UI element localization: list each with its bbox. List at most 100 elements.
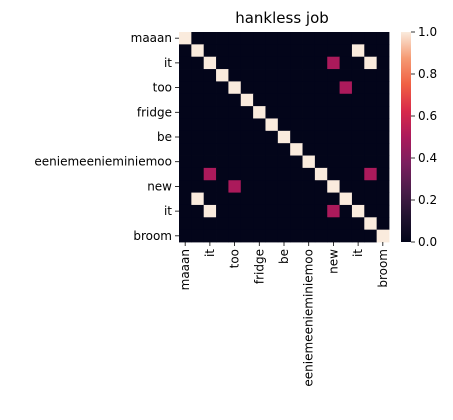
heatmap-cell <box>290 156 303 169</box>
heatmap-cell <box>228 168 241 181</box>
heatmap-cell <box>241 57 254 70</box>
heatmap-cell <box>377 94 390 107</box>
heatmap-cell <box>228 32 241 45</box>
heatmap-cell <box>340 94 353 107</box>
heatmap-cell <box>241 180 254 193</box>
heatmap-cell <box>253 156 266 169</box>
heatmap-cell <box>315 44 328 57</box>
heatmap-cell <box>303 94 316 107</box>
heatmap-cell <box>303 193 316 206</box>
y-tick-label: fridge <box>137 105 172 119</box>
heatmap-cell <box>228 230 241 243</box>
heatmap-cell <box>241 118 254 131</box>
heatmap-cell <box>241 217 254 230</box>
heatmap-cell <box>352 143 365 156</box>
heatmap-cell <box>327 180 340 193</box>
heatmap-cell <box>364 205 377 218</box>
x-tick-label: be <box>277 249 291 264</box>
heatmap-cell <box>340 143 353 156</box>
heatmap-cell <box>216 131 229 144</box>
heatmap-cell <box>228 131 241 144</box>
heatmap-cell <box>253 143 266 156</box>
heatmap-cell <box>179 230 192 243</box>
heatmap-cell <box>228 69 241 82</box>
chart-title: hankless job <box>235 9 329 27</box>
heatmap-cell <box>265 156 278 169</box>
heatmap-cell <box>228 57 241 70</box>
heatmap-cell <box>241 44 254 57</box>
heatmap-cell <box>290 193 303 206</box>
heatmap-cell <box>179 193 192 206</box>
heatmap-cell <box>265 81 278 94</box>
heatmap-cell <box>278 193 291 206</box>
heatmap-cell <box>216 193 229 206</box>
heatmap-cell <box>179 180 192 193</box>
heatmap-cell <box>352 180 365 193</box>
heatmap-cell <box>352 230 365 243</box>
colorbar-ticks: 0.0 0.2 0.4 0.6 0.8 1.0 <box>411 25 437 249</box>
heatmap-cell <box>377 57 390 70</box>
heatmap-cell <box>241 205 254 218</box>
heatmap-cell <box>216 143 229 156</box>
heatmap-cell <box>303 217 316 230</box>
heatmap-cell <box>179 156 192 169</box>
heatmap-cell <box>253 168 266 181</box>
heatmap-cell <box>377 193 390 206</box>
heatmap-cell <box>364 193 377 206</box>
colorbar-tick-label: 0.4 <box>418 151 437 165</box>
heatmap-cell <box>241 94 254 107</box>
heatmap-cell <box>327 217 340 230</box>
heatmap-cell <box>204 205 217 218</box>
heatmap-cell <box>204 131 217 144</box>
heatmap-cell <box>340 57 353 70</box>
heatmap-cell <box>228 156 241 169</box>
heatmap-cell <box>216 118 229 131</box>
heatmap-cell <box>253 57 266 70</box>
heatmap-cell <box>265 131 278 144</box>
heatmap-cell <box>253 205 266 218</box>
heatmap-cell <box>179 57 192 70</box>
heatmap-cell <box>290 57 303 70</box>
heatmap-cell <box>290 230 303 243</box>
heatmap-cell <box>303 180 316 193</box>
heatmap-cell <box>377 69 390 82</box>
heatmap-cell <box>315 118 328 131</box>
heatmap-cell <box>241 156 254 169</box>
colorbar-tick-label: 0.2 <box>418 193 437 207</box>
heatmap-cell <box>241 230 254 243</box>
heatmap-cell <box>204 156 217 169</box>
heatmap-cell <box>327 118 340 131</box>
heatmap-cell <box>265 32 278 45</box>
heatmap-cell <box>315 205 328 218</box>
heatmap-cell <box>315 193 328 206</box>
x-tick-label: new <box>326 249 340 274</box>
heatmap-cell <box>352 69 365 82</box>
heatmap-cell <box>204 94 217 107</box>
heatmap-cell <box>265 180 278 193</box>
heatmap-cell <box>315 69 328 82</box>
heatmap-cell <box>278 131 291 144</box>
heatmap-cell <box>352 205 365 218</box>
heatmap-cell <box>228 193 241 206</box>
heatmap-cell <box>278 180 291 193</box>
heatmap-cell <box>340 118 353 131</box>
heatmap-cell <box>265 230 278 243</box>
heatmap-cell <box>303 205 316 218</box>
heatmap-cell <box>253 193 266 206</box>
heatmap-cell <box>204 193 217 206</box>
heatmap-cell <box>278 106 291 119</box>
heatmap-cell <box>216 106 229 119</box>
heatmap-cell <box>228 94 241 107</box>
x-tick-label: too <box>228 249 242 268</box>
x-tick-label: it <box>203 249 217 257</box>
heatmap-cell <box>216 57 229 70</box>
heatmap-cell <box>241 131 254 144</box>
y-tick-label: too <box>153 81 172 95</box>
heatmap-cell <box>290 131 303 144</box>
heatmap-cell <box>278 94 291 107</box>
heatmap-cell <box>179 143 192 156</box>
heatmap-cell <box>303 106 316 119</box>
heatmap-cell <box>340 230 353 243</box>
heatmap-cell <box>352 118 365 131</box>
heatmap-cell <box>327 57 340 70</box>
